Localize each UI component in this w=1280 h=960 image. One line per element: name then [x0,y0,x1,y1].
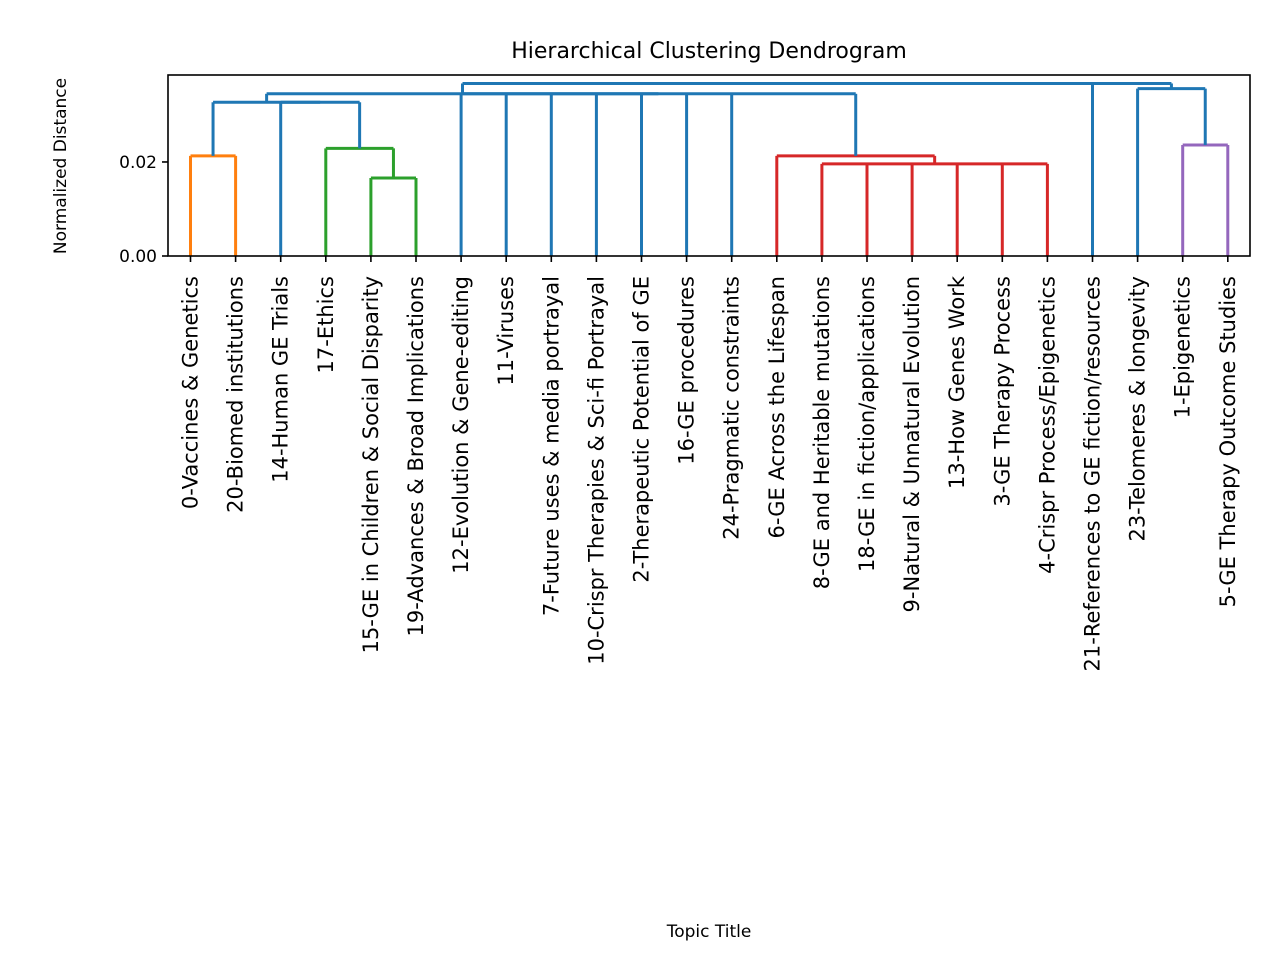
leaf-label: 20-Biomed institutions [224,276,248,513]
leaf-label: 8-GE and Heritable mutations [810,276,834,589]
leaf-label: 21-References to GE fiction/resources [1081,276,1105,671]
dendrogram-links [189,81,1230,256]
y-tick-label: 0.02 [119,153,157,173]
x-axis-label: Topic Title [666,922,752,942]
leaf-label: 7-Future uses & media portrayal [539,276,563,616]
y-tick-label: 0.00 [119,247,157,267]
leaf-label: 24-Pragmatic constraints [720,276,744,540]
leaf-label: 5-GE Therapy Outcome Studies [1216,276,1240,607]
y-axis-label: Normalized Distance [51,78,71,254]
leaf-label: 19-Advances & Broad Implications [404,276,428,636]
leaf-label: 23-Telomeres & longevity [1126,276,1150,542]
leaf-label: 9-Natural & Unnatural Evolution [900,276,924,612]
leaf-label: 15-GE in Children & Social Disparity [359,276,383,653]
chart-title: Hierarchical Clustering Dendrogram [511,39,907,64]
plot-frame [167,74,1251,257]
leaf-label: 13-How Genes Work [945,275,969,489]
leaf-label: 17-Ethics [314,276,338,373]
leaf-label: 6-GE Across the Lifespan [765,276,789,538]
leaf-label: 3-GE Therapy Process [990,276,1014,507]
leaf-label: 0-Vaccines & Genetics [179,276,203,509]
leaf-label: 18-GE in fiction/applications [855,276,879,572]
leaf-label: 2-Therapeutic Potential of GE [630,276,654,583]
leaf-label: 4-Crispr Process/Epigenetics [1035,276,1059,574]
y-axis-ticks: 0.00 0.02 [119,153,168,267]
leaf-label: 16-GE procedures [675,276,699,465]
leaf-label: 12-Evolution & Gene-editing [449,276,473,574]
leaf-label: 11-Viruses [494,276,518,386]
leaf-label: 1-Epigenetics [1171,276,1195,418]
x-axis-ticks: 0-Vaccines & Genetics 20-Biomed instituti… [179,256,1240,671]
leaf-label: 10-Crispr Therapies & Sci-fi Portrayal [584,276,608,665]
leaf-label: 14-Human GE Trials [269,276,293,483]
